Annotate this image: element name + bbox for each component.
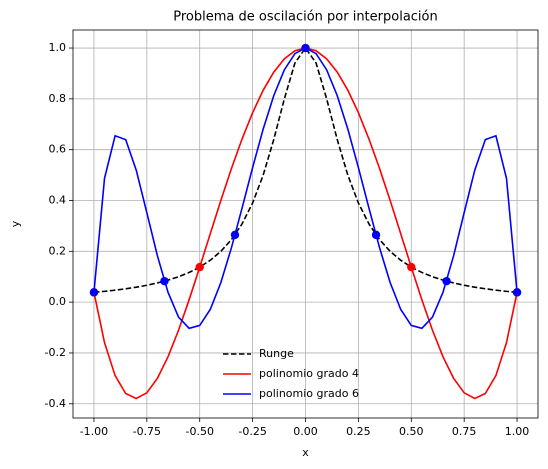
legend-label: Runge	[259, 347, 294, 360]
data-point	[442, 276, 451, 286]
data-point	[195, 262, 204, 272]
chart-title: Problema de oscilación por interpolación	[173, 10, 438, 25]
data-point	[407, 262, 416, 272]
plot-frame	[72, 29, 539, 419]
data-point	[89, 288, 99, 297]
y-tick-label: -0.2	[45, 346, 66, 359]
data-point	[371, 230, 381, 240]
legend-label: polinomio grado 4	[259, 367, 359, 380]
data-point	[160, 276, 169, 286]
x-tick-label: -1.00	[80, 425, 108, 438]
y-tick-label: 1.0	[49, 41, 67, 54]
x-axis-label: x	[302, 446, 309, 459]
y-tick-label: 0.2	[49, 244, 67, 257]
x-tick-label: -0.75	[133, 425, 161, 438]
y-axis-label: y	[9, 220, 22, 227]
x-tick-label: 0.00	[293, 425, 318, 438]
data-point	[301, 43, 310, 53]
y-tick-label: 0.0	[49, 295, 67, 308]
x-tick-label: 0.25	[346, 425, 371, 438]
data-point	[512, 288, 522, 297]
data-point	[230, 230, 240, 240]
y-tick-label: 0.8	[49, 92, 67, 105]
y-tick-label: -0.4	[45, 397, 66, 410]
x-tick-label: -0.50	[185, 425, 213, 438]
x-tick-label: 0.75	[452, 425, 477, 438]
x-tick-label: 0.50	[399, 425, 424, 438]
x-tick-label: 1.00	[505, 425, 530, 438]
legend: Runge polinomio grado 4 polinomio grado 6	[223, 347, 359, 400]
y-tick-label: 0.4	[49, 193, 67, 206]
legend-label: polinomio grado 6	[259, 387, 359, 400]
y-tick-label: 0.6	[49, 143, 67, 156]
x-tick-label: -0.25	[238, 425, 266, 438]
